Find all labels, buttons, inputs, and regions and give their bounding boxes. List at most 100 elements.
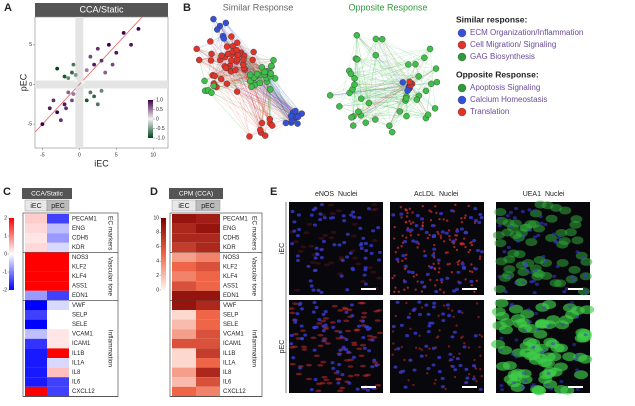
cell-signal	[291, 356, 296, 360]
network-node	[211, 72, 218, 80]
cell-signal	[516, 239, 521, 243]
network-edge	[375, 38, 427, 91]
cell-signal	[498, 349, 503, 353]
network-node	[218, 52, 225, 59]
network-node	[266, 115, 274, 123]
cell-signal	[321, 239, 326, 244]
x-tick-label: 10	[150, 152, 156, 158]
network-edge	[226, 74, 251, 84]
cell-signal	[439, 236, 443, 240]
cell-signal	[556, 240, 569, 249]
scatter-point	[71, 62, 76, 67]
network-edge	[225, 67, 298, 116]
colorbar-label: 0	[156, 287, 159, 293]
cell-signal	[347, 381, 352, 385]
network-edge	[216, 86, 286, 124]
heatmap-cell	[25, 214, 47, 224]
cell-signal	[404, 221, 408, 224]
network-edge	[237, 91, 297, 116]
scale-bar	[568, 288, 583, 290]
cell-signal	[345, 288, 350, 292]
network-edge	[227, 67, 302, 114]
cell-signal	[523, 264, 528, 268]
heatmap-cell	[172, 319, 196, 330]
gene-label: KLF2	[72, 264, 87, 270]
cell-signal	[331, 366, 336, 370]
scatter-point	[51, 98, 56, 103]
network-edge	[266, 78, 292, 123]
cell-signal	[445, 276, 450, 280]
cell-signal	[402, 280, 407, 284]
cell-signal	[399, 323, 404, 327]
scatter-point	[73, 78, 78, 83]
micrograph	[390, 202, 484, 295]
cell-signal	[471, 270, 474, 274]
cell-signal	[434, 378, 437, 382]
network-node	[357, 95, 365, 102]
network-node	[193, 45, 200, 53]
network-edge	[352, 89, 408, 91]
y-tick-label: -5	[28, 122, 33, 128]
network-edge	[355, 58, 369, 104]
colorbar-label: -1.0	[156, 135, 165, 141]
network-edge	[389, 116, 407, 126]
cell-signal	[512, 216, 517, 220]
scatter-point	[92, 62, 97, 67]
cell-signal	[522, 337, 537, 347]
network-edge	[208, 90, 250, 137]
cell-signal	[572, 342, 577, 347]
cell-signal	[317, 363, 324, 367]
cell-signal	[350, 234, 357, 238]
legend-dot	[457, 40, 467, 50]
cell-signal	[313, 256, 318, 260]
cell-signal	[503, 290, 508, 294]
network-edge	[406, 68, 437, 117]
cell-signal	[428, 321, 433, 325]
network-edge	[356, 35, 376, 56]
cell-signal	[322, 233, 329, 237]
network-edge	[354, 57, 425, 79]
gene-label: ASS1	[72, 284, 88, 290]
cell-signal	[289, 342, 294, 346]
panel-letter: B	[183, 2, 191, 14]
heatmap-cell	[47, 233, 69, 243]
cell-signal	[468, 372, 471, 376]
cell-signal	[351, 355, 356, 359]
cell-signal	[363, 282, 368, 286]
heatmap-cell	[196, 319, 220, 330]
network-edge	[357, 59, 408, 91]
heatmap-cell	[25, 281, 47, 291]
cell-signal	[393, 274, 396, 277]
cell-signal	[289, 333, 294, 338]
network-node	[426, 45, 434, 53]
cell-signal	[473, 267, 478, 271]
network-edge	[252, 59, 271, 124]
cell-signal	[455, 324, 458, 327]
cell-signal	[437, 355, 442, 360]
cell-signal	[295, 258, 300, 263]
cell-signal	[319, 290, 324, 294]
cell-signal	[297, 227, 302, 232]
network-edge	[365, 82, 411, 123]
cell-signal	[520, 210, 525, 214]
image-background	[289, 202, 383, 295]
cell-signal	[424, 344, 429, 348]
cell-signal	[473, 207, 478, 211]
network-edge	[360, 114, 429, 116]
heatmap-cell	[196, 338, 220, 349]
cell-signal	[371, 336, 378, 339]
network-edge	[354, 78, 390, 126]
scatter-point	[136, 27, 141, 31]
network-edge	[205, 90, 298, 124]
cell-signal	[508, 225, 513, 229]
cell-signal	[323, 309, 328, 314]
cell-signal	[341, 345, 346, 349]
cell-signal	[451, 239, 456, 243]
heatmap-cell	[196, 310, 220, 320]
heatmap-cell	[25, 252, 47, 262]
network-edge	[361, 88, 410, 99]
cell-signal	[327, 203, 334, 207]
cell-signal	[562, 290, 567, 294]
cell-signal	[522, 329, 527, 333]
